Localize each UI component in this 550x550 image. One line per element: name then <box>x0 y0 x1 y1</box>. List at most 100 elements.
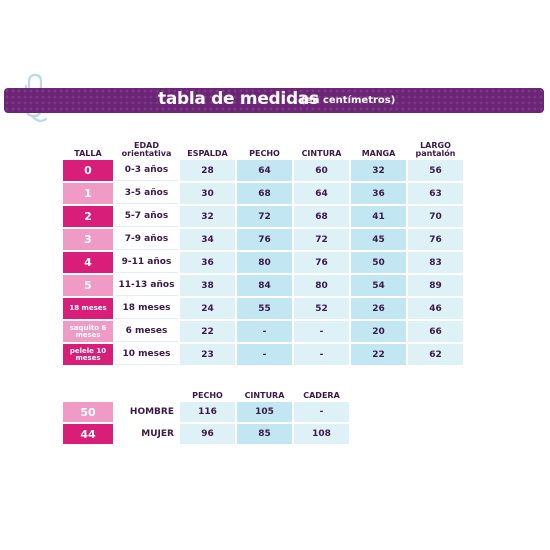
size-label: 4 <box>63 252 113 273</box>
value-cell-cintura: 85 <box>237 424 292 444</box>
col-header-espalda: ESPALDA <box>187 149 228 158</box>
col-header-pecho: PECHO <box>192 391 223 400</box>
table-row: 3 7-9 años 34 76 72 45 76 <box>63 229 463 250</box>
value-cell-espalda: 34 <box>180 229 235 250</box>
table-row: 50 HOMBRE 116 105- <box>63 402 349 422</box>
size-label: pelele 10 meses <box>63 344 113 365</box>
size-label: 50 <box>63 402 113 422</box>
size-table-header: TALLA EDAD orientativa ESPALDA PECHO CIN… <box>63 136 463 158</box>
value-cell-espalda: 36 <box>180 252 235 273</box>
value-cell-pecho: 96 <box>180 424 235 444</box>
value-cell-pecho: 72 <box>237 206 292 227</box>
value-cell-manga: 54 <box>351 275 406 296</box>
value-cell-manga: 45 <box>351 229 406 250</box>
value-cell-cintura: 52 <box>294 298 349 319</box>
value-cell-manga: 26 <box>351 298 406 319</box>
adult-table-header: PECHO CINTURA CADERA <box>63 386 349 400</box>
value-cell-largo: 66 <box>408 321 463 342</box>
value-cell-cintura: 80 <box>294 275 349 296</box>
gender-label: HOMBRE <box>115 402 178 422</box>
table-row: 1 3-5 años 30 68 64 36 63 <box>63 183 463 204</box>
col-header-blank <box>115 386 178 400</box>
age-cell: 9-11 años <box>115 252 178 273</box>
value-cell-manga: 36 <box>351 183 406 204</box>
size-label: 0 <box>63 160 113 181</box>
value-cell-manga: 22 <box>351 344 406 365</box>
value-cell-pecho: 76 <box>237 229 292 250</box>
col-header-pecho: PECHO <box>249 149 280 158</box>
value-cell-espalda: 22 <box>180 321 235 342</box>
value-cell-cintura: 105 <box>237 402 292 422</box>
value-cell-espalda: 28 <box>180 160 235 181</box>
age-cell: 10 meses <box>115 344 178 365</box>
value-cell-espalda: 23 <box>180 344 235 365</box>
table-row: saquito 6 meses 6 meses 22- -20 66 <box>63 321 463 342</box>
size-label: saquito 6 meses <box>63 321 113 342</box>
age-cell: 0-3 años <box>115 160 178 181</box>
col-header-talla: TALLA <box>74 149 102 158</box>
value-cell-pecho: - <box>237 344 292 365</box>
size-table: TALLA EDAD orientativa ESPALDA PECHO CIN… <box>61 134 465 367</box>
age-cell: 11-13 años <box>115 275 178 296</box>
page-title: tabla de medidas <box>158 89 319 109</box>
title-banner: tabla de medidas (en centímetros) <box>4 88 544 113</box>
value-cell-espalda: 38 <box>180 275 235 296</box>
value-cell-cintura: - <box>294 321 349 342</box>
value-cell-largo: 62 <box>408 344 463 365</box>
col-header-cintura: CINTURA <box>301 149 342 158</box>
value-cell-manga: 20 <box>351 321 406 342</box>
value-cell-pecho: 55 <box>237 298 292 319</box>
age-cell: 3-5 años <box>115 183 178 204</box>
value-cell-manga: 50 <box>351 252 406 273</box>
value-cell-cintura: 68 <box>294 206 349 227</box>
value-cell-pecho: 64 <box>237 160 292 181</box>
value-cell-cintura: 72 <box>294 229 349 250</box>
table-row: pelele 10 meses 10 meses 23- -22 62 <box>63 344 463 365</box>
age-cell: 5-7 años <box>115 206 178 227</box>
col-header-manga: MANGA <box>361 149 396 158</box>
table-row: 44 MUJER 96 85 108 <box>63 424 349 444</box>
table-row: 0 0-3 años 28 64 60 32 56 <box>63 160 463 181</box>
value-cell-pecho: 84 <box>237 275 292 296</box>
value-cell-cintura: - <box>294 344 349 365</box>
value-cell-largo: 89 <box>408 275 463 296</box>
value-cell-cintura: 60 <box>294 160 349 181</box>
value-cell-cintura: 64 <box>294 183 349 204</box>
value-cell-largo: 56 <box>408 160 463 181</box>
col-header-cintura: CINTURA <box>244 391 285 400</box>
value-cell-pecho: 116 <box>180 402 235 422</box>
size-label: 1 <box>63 183 113 204</box>
value-cell-espalda: 32 <box>180 206 235 227</box>
table-row: 5 11-13 años 38 84 80 54 89 <box>63 275 463 296</box>
page-subtitle: (en centímetros) <box>301 95 396 106</box>
col-header-blank <box>63 386 113 400</box>
value-cell-pecho: - <box>237 321 292 342</box>
value-cell-cadera: 108 <box>294 424 349 444</box>
value-cell-espalda: 24 <box>180 298 235 319</box>
size-label: 18 meses <box>63 298 113 319</box>
value-cell-espalda: 30 <box>180 183 235 204</box>
size-label: 44 <box>63 424 113 444</box>
size-label: 3 <box>63 229 113 250</box>
value-cell-largo: 76 <box>408 229 463 250</box>
value-cell-largo: 83 <box>408 252 463 273</box>
adult-table: PECHO CINTURA CADERA 50 HOMBRE 116 105-44 MU… <box>61 384 351 446</box>
value-cell-largo: 70 <box>408 206 463 227</box>
table-row: 4 9-11 años 36 80 76 50 83 <box>63 252 463 273</box>
value-cell-cintura: 76 <box>294 252 349 273</box>
value-cell-pecho: 80 <box>237 252 292 273</box>
age-cell: 6 meses <box>115 321 178 342</box>
age-cell: 18 meses <box>115 298 178 319</box>
col-header-cadera: CADERA <box>303 391 340 400</box>
col-header-edad: EDAD orientativa <box>121 141 172 158</box>
value-cell-manga: 41 <box>351 206 406 227</box>
value-cell-manga: 32 <box>351 160 406 181</box>
col-header-largo: LARGO pantalón <box>415 141 456 158</box>
age-cell: 7-9 años <box>115 229 178 250</box>
value-cell-cadera: - <box>294 402 349 422</box>
gender-label: MUJER <box>115 424 178 444</box>
value-cell-pecho: 68 <box>237 183 292 204</box>
table-row: 2 5-7 años 32 72 68 41 70 <box>63 206 463 227</box>
value-cell-largo: 63 <box>408 183 463 204</box>
size-label: 5 <box>63 275 113 296</box>
